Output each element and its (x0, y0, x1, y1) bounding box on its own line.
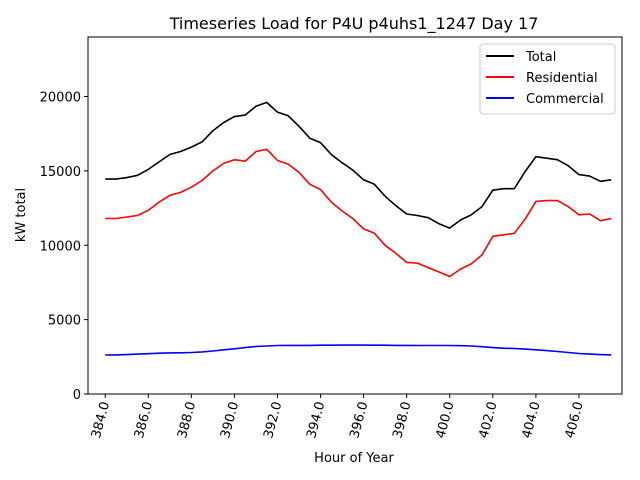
y-tick-label: 5000 (48, 314, 81, 329)
legend-label-residential: Residential (526, 71, 598, 86)
y-tick-label: 0 (73, 388, 81, 403)
legend-label-total: Total (525, 50, 556, 65)
series-line-total (105, 101, 612, 229)
y-axis-ticks: 0 5000 10000 15000 20000 (40, 91, 88, 403)
plot-frame (87, 36, 623, 395)
chart-title: Timeseries Load for P4U p4uhs1_1247 Day … (169, 14, 539, 34)
series-line-residential (105, 148, 612, 278)
legend: Total Residential Commercial (479, 43, 616, 115)
y-tick-label: 10000 (40, 239, 81, 254)
y-axis-label: kW total (14, 188, 29, 242)
series-line-commercial (105, 344, 612, 356)
x-axis-label: Hour of Year (314, 451, 394, 466)
y-tick-label: 20000 (40, 91, 81, 106)
legend-box (479, 43, 616, 115)
series-layer (105, 101, 612, 356)
legend-label-commercial: Commercial (526, 92, 604, 107)
y-tick-label: 15000 (40, 165, 81, 180)
